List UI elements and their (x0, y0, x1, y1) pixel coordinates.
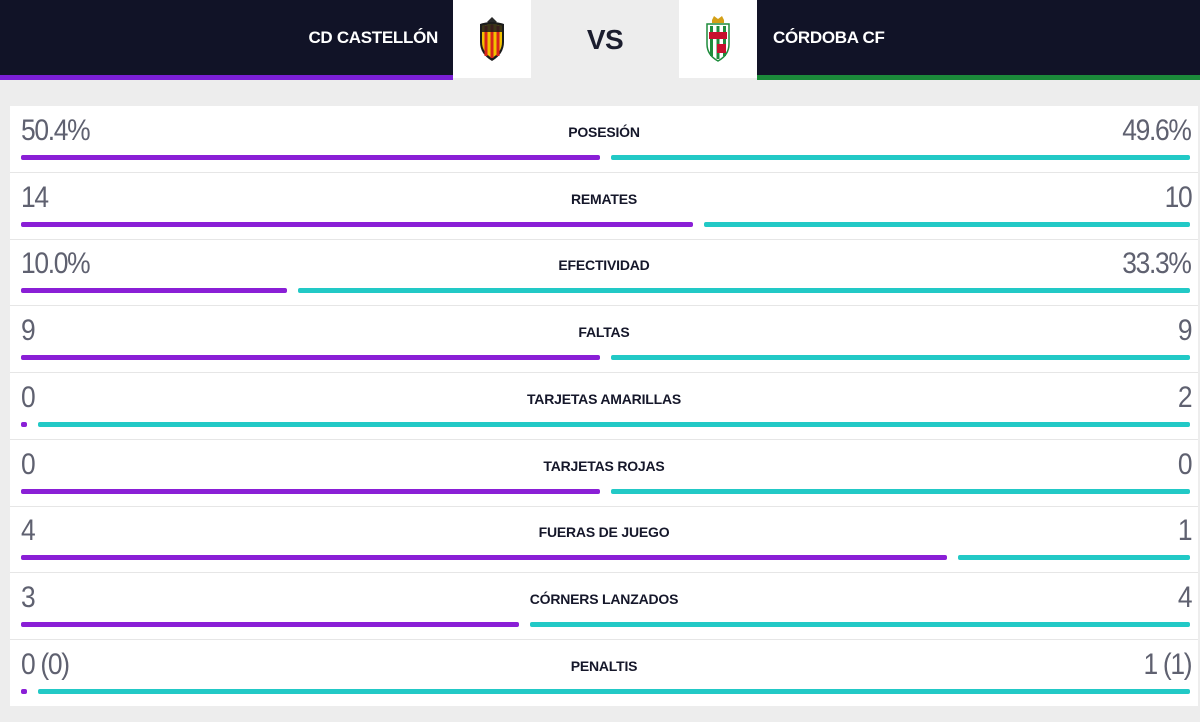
home-stat-bar (21, 155, 600, 160)
away-stat-bar (611, 489, 1190, 494)
home-stat-value: 50.4% (21, 114, 91, 147)
away-stat-bar (298, 288, 1190, 293)
away-team-banner: CÓRDOBA CF (757, 0, 1200, 80)
match-header: CD CASTELLÓN VS CÓRDOBA CF (0, 0, 1200, 80)
home-stat-bar (21, 622, 519, 627)
home-stat-value: 14 (21, 181, 49, 214)
home-stat-value: 10.0% (21, 247, 91, 280)
away-stat-value: 10 (1164, 181, 1192, 214)
home-stat-value: 0 (21, 381, 36, 414)
away-stat-value: 1 (1) (1143, 648, 1192, 681)
stat-label: FUERAS DE JUEGO (538, 524, 670, 540)
away-team-name[interactable]: CÓRDOBA CF (773, 28, 885, 47)
home-team-crest[interactable] (453, 0, 531, 78)
stat-row: 0 TARJETAS ROJAS 0 (10, 440, 1198, 507)
away-stat-bar (958, 555, 1190, 560)
away-stat-value: 4 (1177, 581, 1193, 614)
cordoba-crest-icon (706, 16, 730, 62)
vs-label: VS (586, 24, 624, 55)
stat-label: TARJETAS AMARILLAS (526, 391, 682, 407)
away-stat-value: 49.6% (1122, 114, 1193, 147)
stat-label: CÓRNERS LANZADOS (529, 591, 679, 607)
away-stat-value: 1 (1177, 514, 1193, 547)
home-stat-value: 3 (21, 581, 36, 614)
home-stat-bar (21, 355, 600, 360)
stat-label: EFECTIVIDAD (558, 257, 650, 273)
away-stat-value: 33.3% (1122, 247, 1193, 280)
stat-label: POSESIÓN (568, 124, 640, 140)
stats-panel: 50.4% POSESIÓN 49.6% 14 REMATES 10 10.0% EFECTI… (10, 106, 1198, 706)
away-stat-value: 2 (1177, 381, 1193, 414)
stat-label: PENALTIS (570, 658, 638, 674)
away-team-crest[interactable] (679, 0, 757, 78)
stat-row: 9 FALTAS 9 (10, 306, 1198, 373)
home-stat-bar (21, 555, 947, 560)
stat-row: 0 (0) PENALTIS 1 (1) (10, 640, 1198, 707)
home-stat-bar (21, 222, 693, 227)
away-stat-bar (38, 422, 1190, 427)
away-stat-bar (530, 622, 1190, 627)
stat-row: 10.0% EFECTIVIDAD 33.3% (10, 239, 1198, 306)
home-stat-value: 9 (21, 314, 36, 347)
stat-row: 14 REMATES 10 (10, 173, 1198, 240)
stat-label: TARJETAS ROJAS (543, 458, 665, 474)
home-team-name[interactable]: CD CASTELLÓN (308, 28, 438, 47)
away-stat-bar (611, 355, 1190, 360)
castellon-crest-icon (480, 17, 504, 61)
stat-label: FALTAS (578, 324, 630, 340)
away-stat-bar (38, 689, 1190, 694)
home-stat-bar (21, 288, 287, 293)
home-stat-value: 0 (0) (21, 648, 70, 681)
away-stat-value: 9 (1177, 314, 1193, 347)
home-stat-value: 0 (21, 448, 36, 481)
home-stat-bar (21, 422, 27, 427)
away-stat-bar (611, 155, 1190, 160)
away-stat-bar (704, 222, 1190, 227)
stat-row: 3 CÓRNERS LANZADOS 4 (10, 573, 1198, 640)
stat-row: 4 FUERAS DE JUEGO 1 (10, 506, 1198, 573)
stat-row: 50.4% POSESIÓN 49.6% (10, 106, 1198, 173)
home-stat-value: 4 (21, 514, 36, 547)
home-stat-bar (21, 689, 27, 694)
stat-row: 0 TARJETAS AMARILLAS 2 (10, 373, 1198, 440)
home-team-banner: CD CASTELLÓN (0, 0, 453, 80)
home-stat-bar (21, 489, 600, 494)
stat-label: REMATES (570, 191, 637, 207)
away-stat-value: 0 (1177, 448, 1193, 481)
